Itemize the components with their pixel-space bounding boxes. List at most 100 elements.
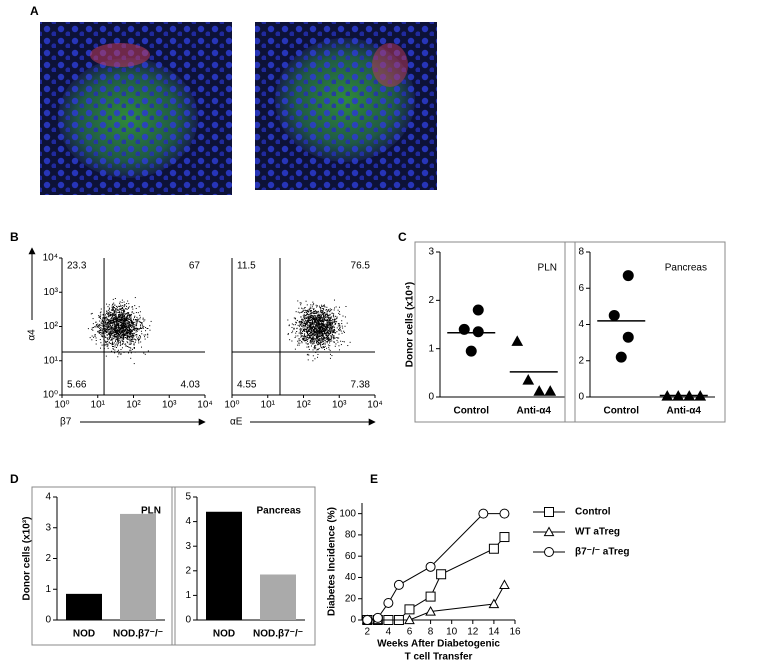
event-dot xyxy=(144,319,146,321)
event-dot xyxy=(140,327,142,329)
event-dot xyxy=(333,341,335,343)
event-dot xyxy=(147,334,149,336)
event-dot xyxy=(116,327,118,329)
event-dot xyxy=(323,339,325,341)
event-dot xyxy=(295,321,297,323)
event-dot xyxy=(325,309,327,311)
event-dot xyxy=(145,334,147,336)
event-dot xyxy=(124,320,126,322)
event-dot xyxy=(114,352,116,354)
event-dot xyxy=(119,333,121,335)
x-axis-label: T cell Transfer xyxy=(405,652,473,663)
event-dot xyxy=(111,309,113,311)
event-dot xyxy=(108,326,110,328)
event-dot xyxy=(105,328,107,330)
event-dot xyxy=(108,309,110,311)
event-dot xyxy=(334,319,336,321)
event-dot xyxy=(118,325,120,327)
event-dot xyxy=(315,339,317,341)
event-dot xyxy=(130,334,132,336)
event-dot xyxy=(319,324,321,326)
event-dot xyxy=(312,320,314,322)
event-dot xyxy=(131,331,133,333)
event-dot xyxy=(131,322,133,324)
event-dot xyxy=(326,312,328,314)
x-tick-label: 10 xyxy=(446,627,458,638)
event-dot xyxy=(114,307,116,309)
event-dot xyxy=(100,311,102,313)
event-dot xyxy=(306,328,308,330)
event-dot xyxy=(321,341,323,343)
event-dot xyxy=(121,328,123,330)
event-dot xyxy=(106,341,108,343)
event-dot xyxy=(107,322,109,324)
event-dot xyxy=(320,316,322,318)
data-point xyxy=(362,615,373,625)
event-dot xyxy=(312,340,314,342)
event-dot xyxy=(297,342,299,344)
event-dot xyxy=(104,319,106,321)
event-dot xyxy=(303,325,305,327)
event-dot xyxy=(122,320,124,322)
event-dot xyxy=(105,321,107,323)
x-tick-label: 12 xyxy=(467,627,479,638)
event-dot xyxy=(341,325,343,327)
event-dot xyxy=(129,334,131,336)
event-dot xyxy=(313,334,315,336)
event-dot xyxy=(317,342,319,344)
event-dot xyxy=(343,330,345,332)
frame xyxy=(564,241,726,423)
event-dot xyxy=(296,327,298,329)
event-dot xyxy=(321,347,323,349)
event-dot xyxy=(115,313,117,315)
event-dot xyxy=(311,339,313,341)
event-dot xyxy=(325,327,327,329)
event-dot xyxy=(115,332,117,334)
event-dot xyxy=(303,337,305,339)
event-dot xyxy=(320,331,322,333)
event-dot xyxy=(112,346,114,348)
event-dot xyxy=(105,330,107,332)
event-dot xyxy=(139,316,141,318)
event-dot xyxy=(114,333,116,335)
event-dot xyxy=(321,322,323,324)
event-dot xyxy=(332,329,334,331)
event-dot xyxy=(318,329,320,331)
event-dot xyxy=(309,334,311,336)
event-dot xyxy=(318,332,320,334)
event-dot xyxy=(140,321,142,323)
event-dot xyxy=(110,314,112,316)
event-dot xyxy=(108,328,110,330)
event-dot xyxy=(312,337,314,339)
event-dot xyxy=(312,338,314,340)
event-dot xyxy=(130,339,132,341)
event-dot xyxy=(124,315,126,317)
event-dot xyxy=(135,339,137,341)
y-tick-label: 1 xyxy=(428,343,434,354)
event-dot xyxy=(107,318,109,320)
event-dot xyxy=(121,320,123,322)
event-dot xyxy=(312,301,314,303)
panel-label: E xyxy=(370,472,378,486)
event-dot xyxy=(112,321,114,323)
event-dot xyxy=(130,321,132,323)
event-dot xyxy=(310,309,312,311)
x-tick-label: 10³ xyxy=(332,400,347,411)
event-dot xyxy=(123,324,125,326)
event-dot xyxy=(307,338,309,340)
event-dot xyxy=(339,327,341,329)
event-dot xyxy=(327,323,329,325)
event-dot xyxy=(93,336,95,338)
event-dot xyxy=(315,347,317,349)
event-dot xyxy=(288,325,290,327)
event-dot xyxy=(332,331,334,333)
event-dot xyxy=(89,337,91,339)
event-dot xyxy=(305,312,307,314)
event-dot xyxy=(307,337,309,339)
event-dot xyxy=(314,326,316,328)
event-dot xyxy=(308,308,310,310)
event-dot xyxy=(322,335,324,337)
event-dot xyxy=(313,303,315,305)
event-dot xyxy=(143,326,145,328)
event-dot xyxy=(320,326,322,328)
